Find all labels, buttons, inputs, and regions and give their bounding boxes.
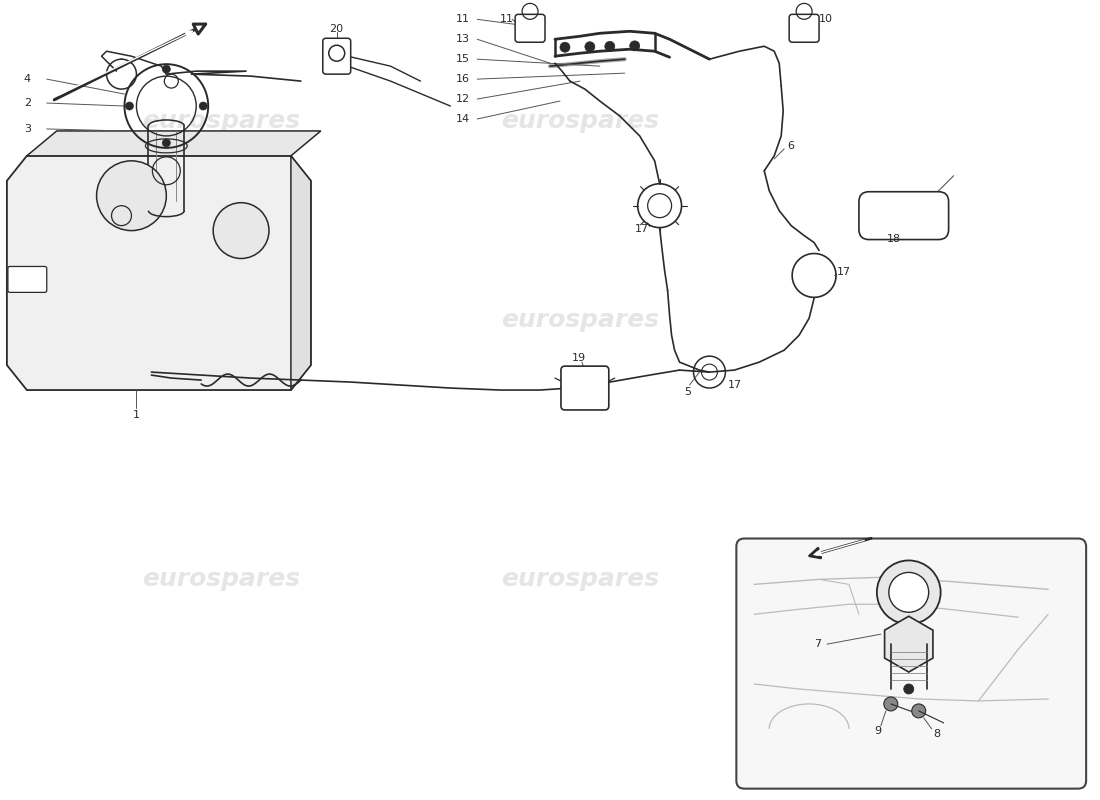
Text: 13: 13 [455, 34, 470, 44]
Circle shape [883, 697, 898, 711]
FancyBboxPatch shape [789, 14, 820, 42]
Circle shape [912, 704, 926, 718]
Text: 9: 9 [873, 726, 881, 736]
Polygon shape [26, 131, 321, 156]
Text: 17: 17 [727, 380, 741, 390]
Text: 10: 10 [820, 14, 833, 24]
Circle shape [629, 41, 640, 51]
Text: 19: 19 [572, 353, 586, 363]
Text: 2: 2 [24, 98, 31, 108]
Text: 11: 11 [500, 14, 514, 24]
FancyBboxPatch shape [561, 366, 608, 410]
Text: 7: 7 [814, 639, 822, 649]
Circle shape [163, 65, 170, 73]
Text: eurospares: eurospares [500, 567, 659, 591]
FancyBboxPatch shape [859, 192, 948, 239]
Text: 15: 15 [455, 54, 470, 64]
FancyBboxPatch shape [322, 38, 351, 74]
FancyBboxPatch shape [8, 266, 47, 292]
Text: 8: 8 [934, 729, 940, 739]
Text: eurospares: eurospares [142, 109, 300, 133]
Circle shape [585, 42, 595, 52]
Text: 11: 11 [455, 14, 470, 24]
Circle shape [560, 42, 570, 52]
FancyBboxPatch shape [736, 538, 1086, 789]
Polygon shape [7, 156, 311, 390]
Text: 5: 5 [684, 387, 692, 397]
Text: 3: 3 [24, 124, 31, 134]
Circle shape [163, 139, 170, 147]
FancyBboxPatch shape [515, 14, 544, 42]
Text: 17: 17 [635, 223, 649, 234]
Text: 17: 17 [837, 267, 851, 278]
Text: 20: 20 [329, 24, 343, 34]
Text: 4: 4 [24, 74, 31, 84]
Circle shape [605, 42, 615, 51]
Text: 16: 16 [455, 74, 470, 84]
Text: eurospares: eurospares [500, 109, 659, 133]
Circle shape [125, 102, 133, 110]
Circle shape [213, 202, 270, 258]
Text: 1: 1 [133, 410, 140, 420]
Text: eurospares: eurospares [142, 308, 300, 332]
Polygon shape [290, 156, 311, 390]
Text: 18: 18 [887, 234, 901, 243]
Circle shape [877, 561, 940, 624]
Text: 6: 6 [788, 141, 794, 151]
Text: eurospares: eurospares [142, 567, 300, 591]
Circle shape [97, 161, 166, 230]
Circle shape [889, 572, 928, 612]
Text: 12: 12 [455, 94, 470, 104]
Circle shape [199, 102, 207, 110]
Polygon shape [884, 616, 933, 672]
Text: eurospares: eurospares [500, 308, 659, 332]
Text: 14: 14 [455, 114, 470, 124]
Circle shape [904, 684, 914, 694]
